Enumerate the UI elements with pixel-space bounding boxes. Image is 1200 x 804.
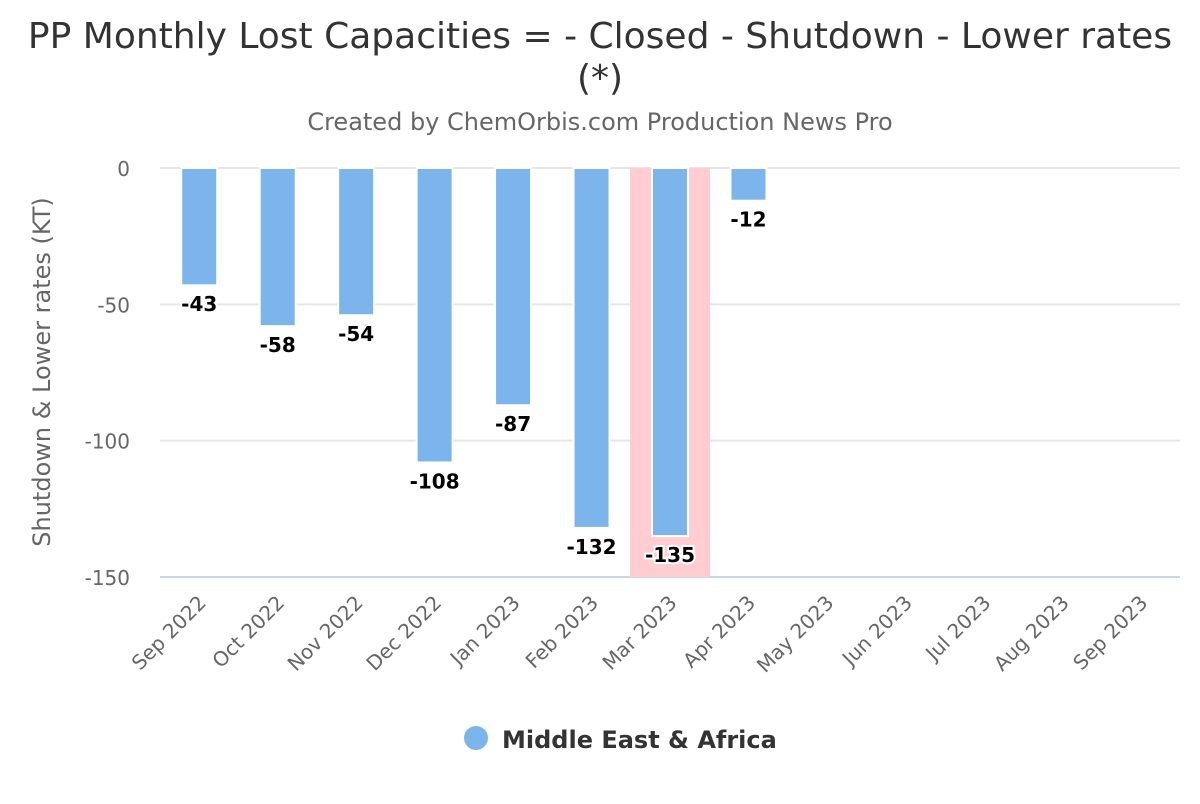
data-label: -12 (730, 208, 766, 232)
data-label: -108 (410, 469, 460, 493)
x-tick-label: Sep 2023 (1068, 591, 1152, 675)
y-axis-ticks: 0 -50 -100 -150 (85, 157, 130, 590)
chart-title-continued: (*) (577, 58, 623, 99)
bar[interactable] (651, 167, 689, 538)
data-label: -135 (645, 543, 695, 567)
bar[interactable] (258, 167, 297, 328)
chart-subtitle: Created by ChemOrbis.com Production News… (307, 108, 892, 136)
y-tick-label: -50 (97, 293, 130, 317)
x-tick-label: Oct 2022 (207, 591, 289, 673)
x-tick-label: Jan 2023 (444, 591, 525, 672)
y-tick-label: -100 (85, 430, 130, 454)
y-axis-title: Shutdown & Lower rates (KT) (28, 197, 56, 546)
bar[interactable] (415, 167, 454, 464)
x-tick-label: Jul 2023 (919, 591, 995, 667)
bars (180, 167, 768, 538)
bar[interactable] (180, 167, 219, 287)
x-tick-label: Dec 2022 (361, 591, 446, 676)
x-tick-label: Aug 2023 (989, 591, 1074, 676)
x-tick-label: Nov 2022 (283, 591, 368, 676)
bar[interactable] (572, 167, 611, 529)
x-tick-label: Feb 2023 (521, 591, 603, 673)
y-tick-label: 0 (117, 157, 130, 181)
legend-marker (464, 726, 488, 750)
data-label: -87 (495, 412, 531, 436)
x-tick-label: Sep 2022 (127, 591, 211, 675)
x-tick-label: May 2023 (752, 591, 839, 678)
y-tick-label: -150 (85, 566, 130, 590)
data-labels: -43 -58 -54 -108 -87 -132 -135 -12 (179, 206, 768, 569)
bar[interactable] (494, 167, 533, 407)
x-tick-label: Apr 2023 (678, 591, 760, 673)
bar[interactable] (337, 167, 376, 317)
legend[interactable]: Middle East & Africa (464, 726, 777, 754)
bar[interactable] (729, 167, 768, 202)
data-label: -132 (567, 535, 617, 559)
x-tick-label: Jun 2023 (836, 591, 917, 672)
data-label: -43 (181, 292, 217, 316)
data-label: -54 (338, 322, 374, 346)
x-tick-label: Mar 2023 (597, 591, 681, 675)
chart-title: PP Monthly Lost Capacities = - Closed - … (28, 16, 1172, 57)
data-label: -58 (260, 333, 296, 357)
legend-label[interactable]: Middle East & Africa (502, 726, 777, 754)
